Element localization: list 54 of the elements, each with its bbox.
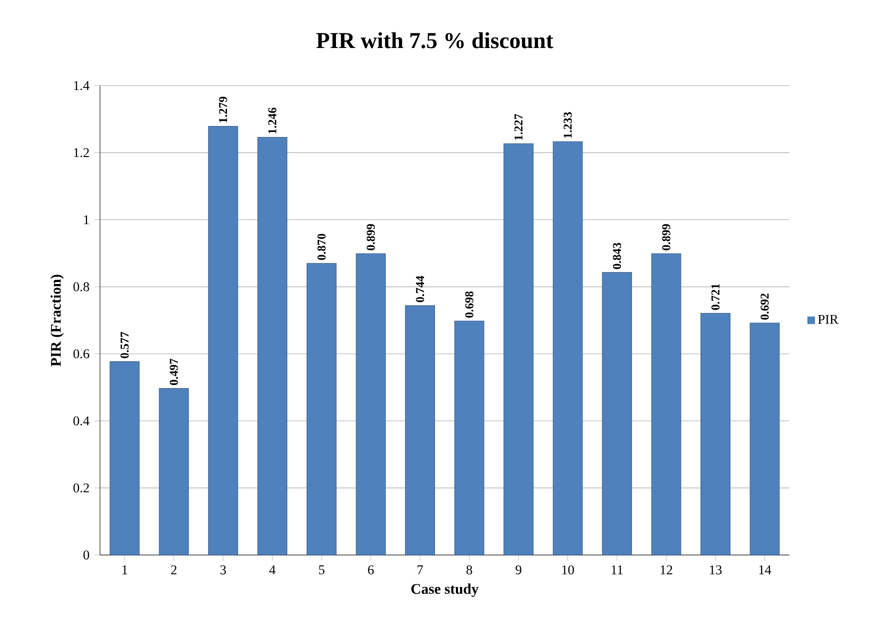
bar: [651, 253, 682, 556]
y-tick-label: 1: [84, 215, 89, 224]
data-label: 1.233: [564, 112, 572, 138]
x-tick-label: 10: [562, 565, 574, 574]
data-label: 0.744: [416, 276, 424, 302]
bar: [750, 322, 780, 556]
y-tick-label: 1.2: [74, 148, 89, 158]
y-tick-label: 0.4: [73, 416, 90, 426]
bar: [602, 272, 632, 556]
x-tick-label: 14: [759, 565, 772, 574]
data-label: 0.870: [317, 234, 326, 260]
data-label: 0.899: [366, 224, 375, 250]
x-tick-label: 2: [171, 565, 176, 574]
x-tick-label: 3: [220, 565, 226, 574]
y-tick-label: 1.4: [74, 81, 90, 90]
data-label: 0.692: [760, 294, 769, 320]
x-tick-label: 6: [368, 565, 374, 574]
bar: [257, 137, 288, 556]
x-tick-label: 12: [660, 565, 672, 574]
bar: [158, 388, 189, 556]
data-label: 1.227: [514, 114, 523, 140]
bar: [700, 313, 730, 556]
x-axis-title: Case study: [411, 584, 479, 597]
x-tick-label: 8: [466, 565, 472, 574]
bar: [110, 361, 140, 556]
data-label: 0.577: [120, 332, 129, 358]
data-label: 0.698: [465, 291, 474, 318]
x-tick-label: 5: [319, 565, 324, 574]
y-tick-label: 0.6: [73, 349, 90, 358]
data-label: 0.843: [612, 242, 622, 269]
y-axis-title: PIR (Fraction): [50, 274, 64, 366]
data-label: 0.721: [711, 284, 720, 310]
bar: [454, 320, 484, 556]
x-tick-label: 11: [612, 565, 623, 574]
data-label: 0.497: [170, 358, 178, 385]
bar: [504, 143, 534, 556]
bar: [356, 253, 386, 556]
x-tick-label: 7: [418, 565, 424, 574]
bar: [306, 263, 337, 556]
y-tick-label: 0.2: [73, 483, 89, 492]
bar: [208, 126, 238, 556]
bar: [552, 141, 583, 556]
data-label: 1.246: [268, 108, 276, 134]
legend-label: PIR: [818, 314, 838, 324]
x-tick-label: 13: [710, 565, 722, 574]
x-tick-label: 4: [269, 565, 276, 574]
data-label: 1.279: [219, 96, 228, 122]
x-tick-label: 1: [122, 565, 128, 574]
x-tick-label: 9: [516, 565, 522, 574]
data-label: 0.899: [662, 224, 670, 250]
chart-title: PIR with 7.5 % discount: [316, 32, 554, 48]
y-tick-label: 0: [83, 550, 90, 560]
bar: [405, 305, 435, 556]
y-tick-label: 0.8: [73, 282, 90, 292]
